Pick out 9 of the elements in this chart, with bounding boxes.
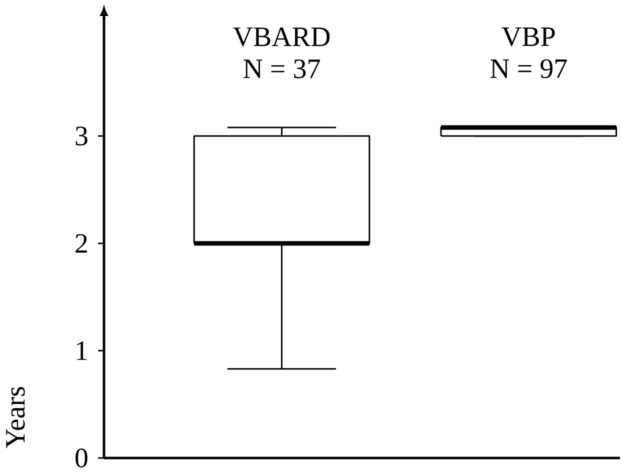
annotation: N = 97 bbox=[490, 59, 567, 78]
y-tick-label: 2 bbox=[76, 234, 87, 253]
annotation: N = 37 bbox=[244, 59, 320, 78]
x-tick-label: VBP bbox=[502, 28, 555, 46]
y-axis-title: Years bbox=[6, 386, 25, 448]
y-tick-label: 3 bbox=[76, 126, 88, 146]
y-tick-label: 0 bbox=[76, 448, 88, 468]
x-tick-label: VBARD bbox=[233, 28, 330, 46]
y-tick-label: 1 bbox=[76, 341, 87, 360]
